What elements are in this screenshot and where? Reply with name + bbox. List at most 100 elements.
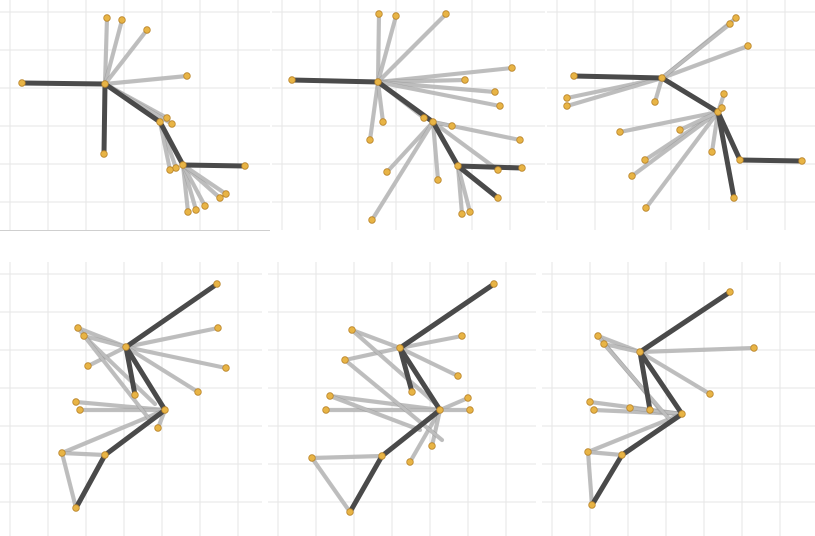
pose-canvas	[542, 262, 815, 536]
joint-marker	[600, 340, 608, 348]
secondary-limb	[310, 454, 384, 460]
joint-marker	[84, 362, 92, 370]
secondary-limb	[628, 406, 684, 416]
joint-marker	[494, 166, 502, 174]
joint-marker	[584, 448, 592, 456]
joint-marker	[213, 280, 221, 288]
secondary-limb	[82, 334, 157, 406]
joint-marker	[214, 324, 222, 332]
primary-limb	[123, 281, 220, 350]
secondary-limb	[638, 346, 756, 354]
joint-marker	[101, 451, 109, 459]
secondary-limb	[586, 450, 594, 507]
joint-marker	[726, 20, 734, 28]
joint-marker	[588, 501, 596, 509]
joint-marker	[563, 94, 571, 102]
joint-marker	[346, 508, 354, 516]
secondary-limb	[376, 80, 497, 94]
secondary-limb	[60, 451, 78, 510]
primary-limb	[637, 349, 653, 413]
secondary-limb	[408, 408, 442, 464]
primary-limb	[180, 162, 248, 169]
primary-limb	[715, 109, 737, 201]
joint-marker	[676, 126, 684, 134]
joint-marker	[428, 442, 436, 450]
primary-limb	[430, 119, 461, 169]
secondary-limb	[376, 12, 448, 84]
secondary-limb	[586, 450, 624, 457]
pose-panel-bottom-3	[542, 262, 815, 536]
secondary-limb	[60, 451, 107, 457]
secondary-limb	[310, 456, 352, 514]
joint-marker	[616, 128, 624, 136]
secondary-limb	[103, 28, 149, 86]
joint-marker	[341, 356, 349, 364]
secondary-limb	[653, 76, 664, 104]
joint-marker	[118, 16, 126, 24]
joint-marker	[636, 348, 644, 356]
joint-marker	[720, 90, 728, 98]
primary-limb	[397, 345, 415, 395]
primary-limb	[659, 75, 721, 115]
joint-marker	[464, 394, 472, 402]
joint-marker	[194, 388, 202, 396]
joint-marker	[322, 406, 330, 414]
joint-marker	[678, 410, 686, 418]
primary-limb	[619, 411, 685, 458]
secondary-limb	[586, 412, 684, 454]
joint-marker	[494, 194, 502, 202]
joint-marker	[308, 454, 316, 462]
joint-marker	[586, 398, 594, 406]
joint-marker	[241, 162, 249, 170]
secondary-limb	[328, 394, 442, 412]
secondary-limb	[103, 16, 109, 86]
joint-marker	[454, 372, 462, 380]
joint-marker	[646, 406, 654, 414]
secondary-limb	[124, 326, 220, 349]
primary-limb	[637, 289, 733, 355]
joint-marker	[651, 98, 659, 106]
primary-limb	[102, 407, 168, 458]
joint-marker	[496, 102, 504, 110]
secondary-limb	[124, 345, 200, 394]
primary-limb	[19, 80, 108, 87]
secondary-limb	[103, 74, 189, 86]
primary-limb	[101, 81, 108, 157]
secondary-limb	[431, 120, 440, 182]
primary-limb	[397, 345, 443, 413]
joint-marker	[374, 78, 382, 86]
joint-marker	[590, 406, 598, 414]
joint-marker	[288, 76, 296, 84]
joint-marker	[458, 332, 466, 340]
secondary-limb	[398, 346, 460, 378]
secondary-limb	[430, 408, 442, 448]
secondary-limb	[644, 110, 720, 210]
primary-limb	[589, 452, 625, 508]
primary-limb	[157, 119, 186, 168]
primary-limb	[397, 281, 497, 351]
secondary-limb	[350, 328, 402, 350]
joint-marker	[379, 118, 387, 126]
joint-marker	[736, 156, 744, 164]
joint-marker	[461, 76, 469, 84]
secondary-limb	[431, 120, 500, 172]
joint-marker	[458, 210, 466, 218]
secondary-limb	[602, 342, 672, 422]
joint-marker	[396, 344, 404, 352]
secondary-limb	[398, 334, 464, 350]
joint-marker	[516, 136, 524, 144]
joint-marker	[383, 168, 391, 176]
secondary-limb	[602, 342, 642, 354]
joint-marker	[222, 190, 230, 198]
secondary-limb	[343, 346, 402, 362]
joint-marker	[718, 104, 726, 112]
secondary-limb	[328, 394, 422, 432]
primary-limb	[123, 344, 138, 398]
joint-marker	[143, 26, 151, 34]
joint-marker	[192, 206, 200, 214]
pose-panel-bottom-1	[0, 262, 262, 536]
joint-marker	[628, 172, 636, 180]
joint-marker	[122, 343, 130, 351]
secondary-limb	[638, 350, 712, 396]
secondary-limb	[456, 164, 472, 214]
